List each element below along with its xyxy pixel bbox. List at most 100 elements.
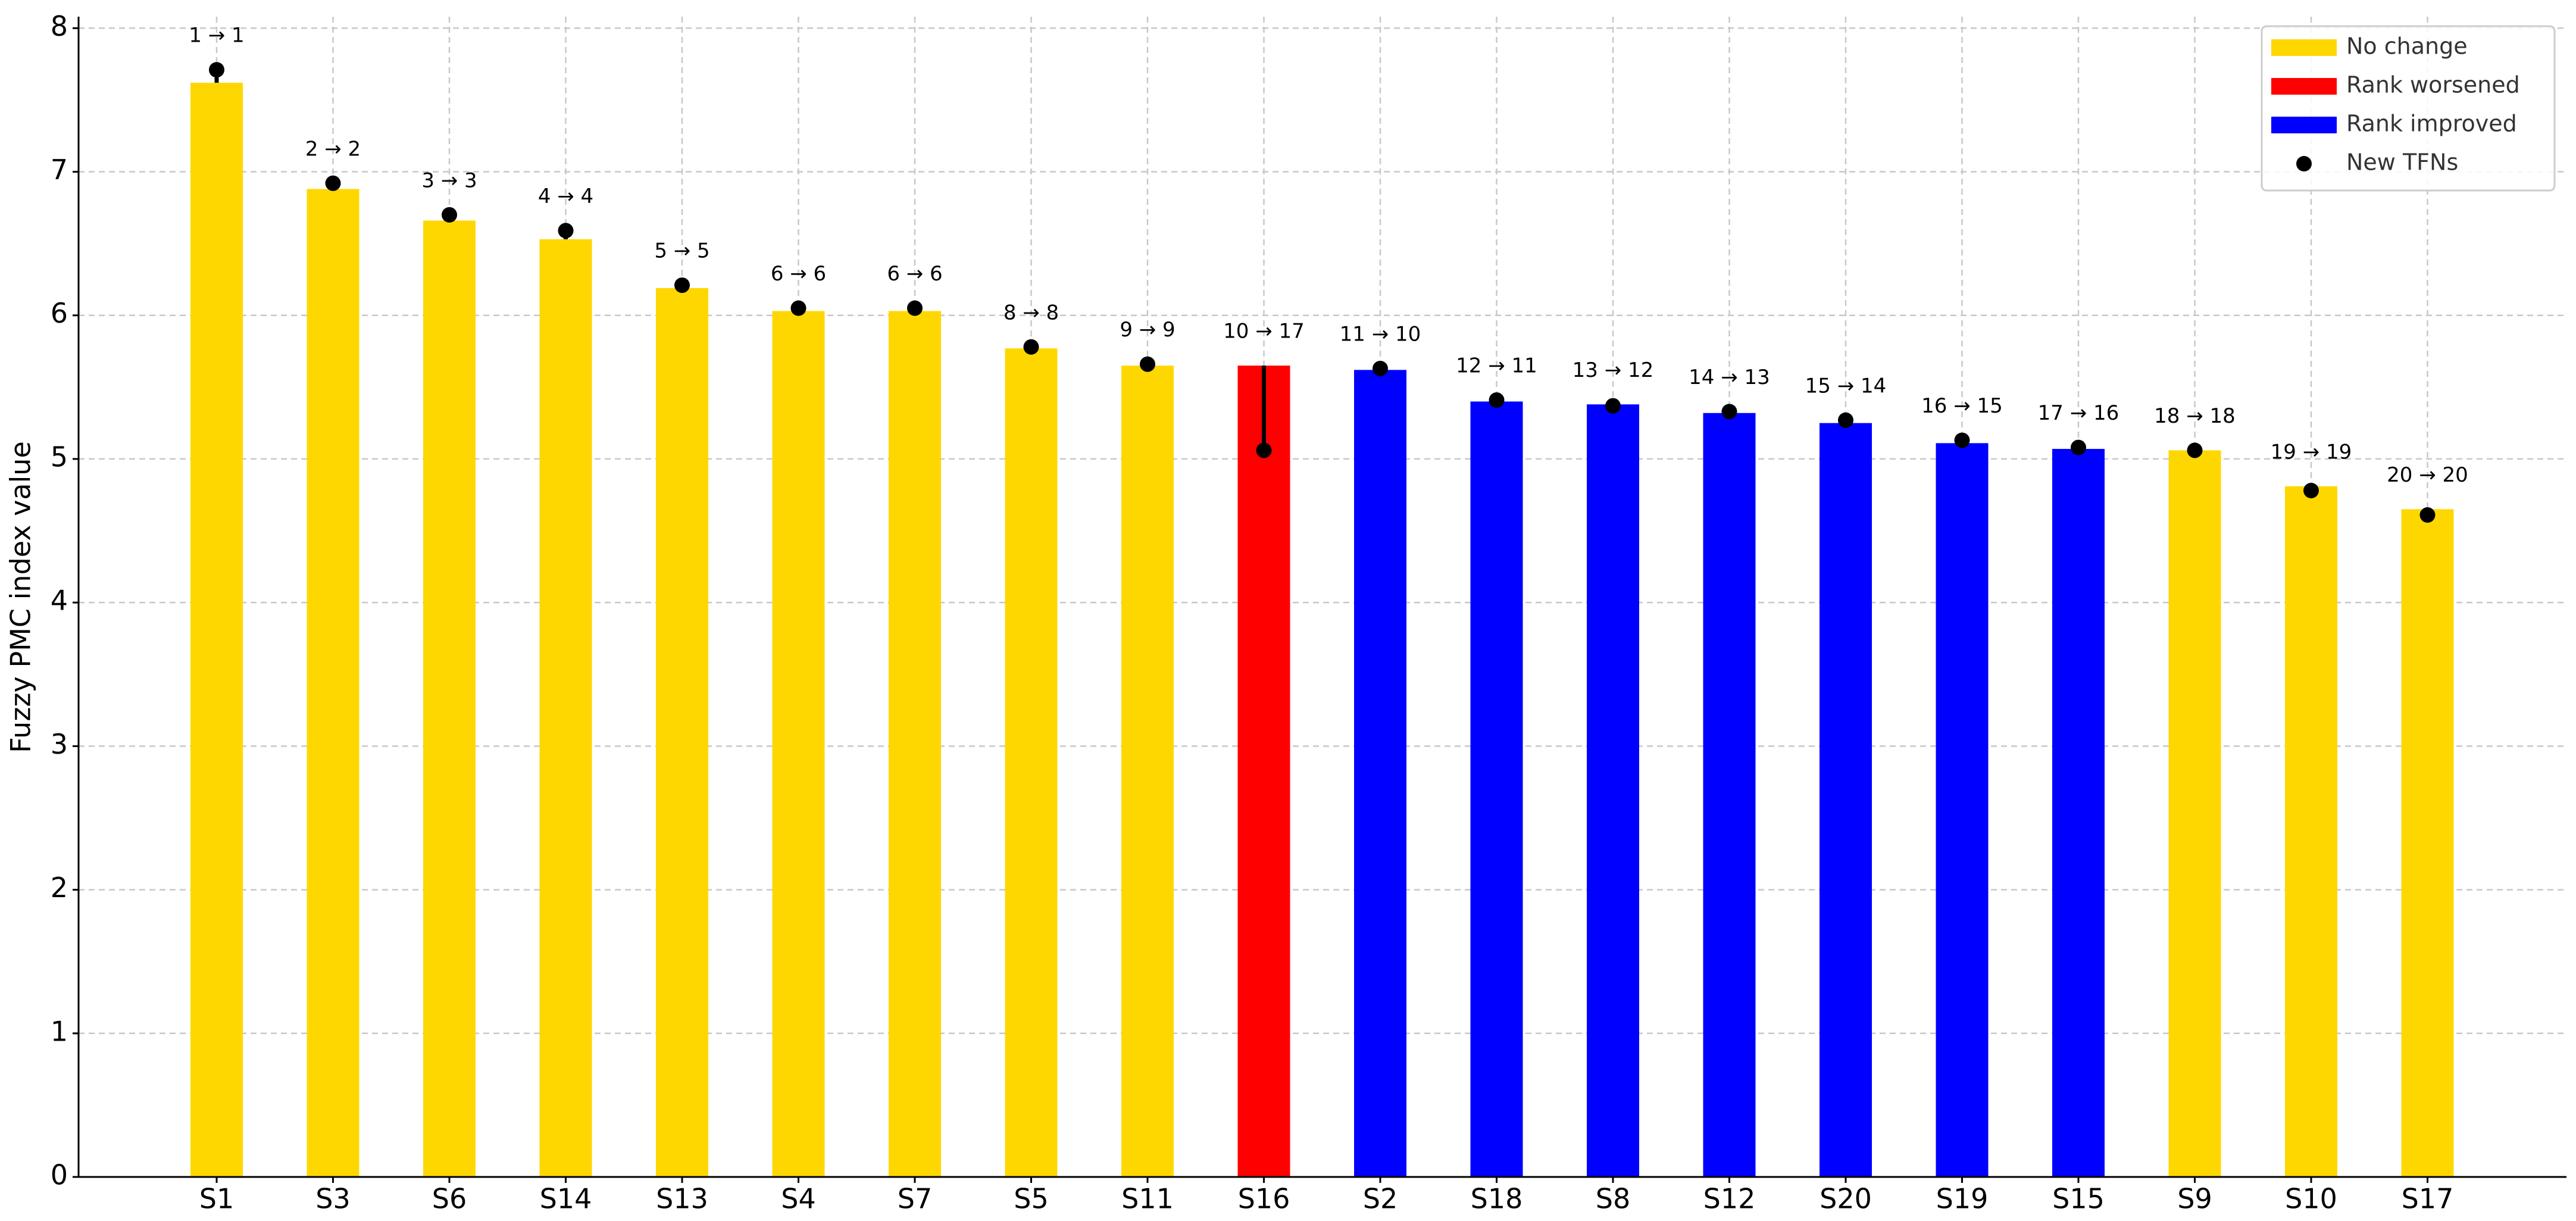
x-tick-label: S8 xyxy=(1596,1183,1630,1215)
x-tick-label: S6 xyxy=(432,1183,467,1215)
new-tfn-point xyxy=(2187,442,2203,458)
x-tick-label: S17 xyxy=(2402,1183,2454,1215)
new-tfn-point xyxy=(1023,339,1039,355)
bar xyxy=(1237,366,1290,1178)
rank-annotation: 16 → 15 xyxy=(1921,394,2003,418)
rank-annotation: 8 → 8 xyxy=(1003,301,1059,324)
rank-annotation: 1 → 1 xyxy=(189,24,244,48)
rank-annotation: 12 → 11 xyxy=(1456,354,1537,378)
y-tick-label: 6 xyxy=(51,297,68,329)
new-tfn-point xyxy=(2419,507,2436,523)
x-tick-label: S3 xyxy=(315,1183,350,1215)
bar xyxy=(1587,404,1639,1177)
x-tick-label: S20 xyxy=(1820,1183,1872,1215)
new-tfn-point xyxy=(1838,412,1853,428)
x-tick-label: S13 xyxy=(656,1183,708,1215)
y-tick-label: 5 xyxy=(51,441,68,473)
x-tick-label: S10 xyxy=(2285,1183,2337,1215)
bar xyxy=(656,288,708,1177)
x-tick-label: S4 xyxy=(781,1183,815,1215)
x-tick-label: S9 xyxy=(2177,1183,2212,1215)
new-tfn-point xyxy=(325,175,341,191)
rank-annotation: 11 → 10 xyxy=(1340,322,1421,346)
x-tick-label: S18 xyxy=(1471,1183,1523,1215)
legend-marker xyxy=(2296,156,2312,171)
y-tick-label: 4 xyxy=(51,585,68,617)
new-tfn-point xyxy=(1605,398,1621,414)
bar xyxy=(2285,486,2337,1177)
y-tick-label: 7 xyxy=(51,154,68,186)
bar xyxy=(889,311,941,1178)
x-tick-label: S11 xyxy=(1121,1183,1174,1215)
x-tick-label: S5 xyxy=(1014,1183,1048,1215)
new-tfn-point xyxy=(790,300,806,316)
x-tick-label: S15 xyxy=(2052,1183,2105,1215)
bar xyxy=(190,82,243,1178)
bar xyxy=(2052,449,2105,1177)
legend-swatch xyxy=(2271,117,2337,133)
bar xyxy=(2401,509,2454,1178)
legend-label: New TFNs xyxy=(2346,149,2458,176)
legend-label: No change xyxy=(2346,33,2468,60)
y-tick-label: 1 xyxy=(51,1015,68,1047)
new-tfn-point xyxy=(1489,392,1505,408)
rank-annotation: 9 → 9 xyxy=(1120,318,1175,342)
bar xyxy=(1703,413,1756,1177)
legend-swatch xyxy=(2271,78,2337,95)
bar xyxy=(2168,450,2221,1177)
new-tfn-point xyxy=(209,62,224,78)
bar xyxy=(423,220,476,1178)
rank-annotation: 13 → 12 xyxy=(1573,358,1654,382)
bar xyxy=(1820,423,1872,1177)
legend-swatch xyxy=(2271,39,2337,56)
new-tfn-point xyxy=(674,277,690,293)
rank-annotation: 4 → 4 xyxy=(538,185,593,208)
new-tfn-point xyxy=(907,300,923,316)
rank-annotation: 18 → 18 xyxy=(2154,404,2236,428)
new-tfn-point xyxy=(1721,404,1737,420)
y-tick-label: 3 xyxy=(51,728,68,760)
y-tick-label: 2 xyxy=(51,872,68,904)
rank-annotation: 14 → 13 xyxy=(1689,366,1770,389)
x-tick-label: S1 xyxy=(199,1183,234,1215)
rank-annotation: 3 → 3 xyxy=(421,168,477,192)
rank-annotation: 6 → 6 xyxy=(771,262,826,286)
new-tfn-point xyxy=(1140,356,1155,372)
rank-annotation: 15 → 14 xyxy=(1805,374,1887,398)
rank-annotation: 19 → 19 xyxy=(2271,440,2352,464)
bar xyxy=(1005,348,1058,1178)
rank-annotation: 10 → 17 xyxy=(1223,320,1305,343)
bar xyxy=(1470,401,1523,1178)
legend-label: Rank improved xyxy=(2346,111,2517,137)
rank-annotation: 5 → 5 xyxy=(654,239,709,263)
y-tick-label: 8 xyxy=(51,10,68,42)
rank-annotation: 2 → 2 xyxy=(305,137,361,161)
new-tfn-point xyxy=(1954,432,1970,448)
new-tfn-point xyxy=(2071,439,2086,455)
bar xyxy=(1354,370,1406,1177)
x-tick-label: S14 xyxy=(540,1183,592,1215)
x-tick-label: S7 xyxy=(898,1183,932,1215)
x-tick-label: S2 xyxy=(1363,1183,1398,1215)
x-tick-label: S19 xyxy=(1936,1183,1989,1215)
x-tick-label: S12 xyxy=(1703,1183,1756,1215)
y-axis-label: Fuzzy PMC index value xyxy=(5,441,37,753)
rank-annotation: 17 → 16 xyxy=(2038,401,2119,425)
bar xyxy=(1936,443,1989,1177)
legend-box xyxy=(2261,25,2556,192)
new-tfn-point xyxy=(1256,442,1272,458)
y-tick-label: 0 xyxy=(51,1159,68,1191)
bar xyxy=(539,239,592,1178)
new-tfn-point xyxy=(558,223,574,239)
x-tick-label: S16 xyxy=(1238,1183,1290,1215)
rank-annotation: 6 → 6 xyxy=(887,262,942,286)
legend-label: Rank worsened xyxy=(2346,72,2520,98)
new-tfn-point xyxy=(1373,360,1388,376)
bar xyxy=(772,311,825,1178)
new-tfn-point xyxy=(2303,483,2319,499)
bar xyxy=(307,189,359,1177)
rank-annotation: 20 → 20 xyxy=(2387,463,2468,487)
bar xyxy=(1121,366,1174,1178)
new-tfn-point xyxy=(442,207,457,223)
